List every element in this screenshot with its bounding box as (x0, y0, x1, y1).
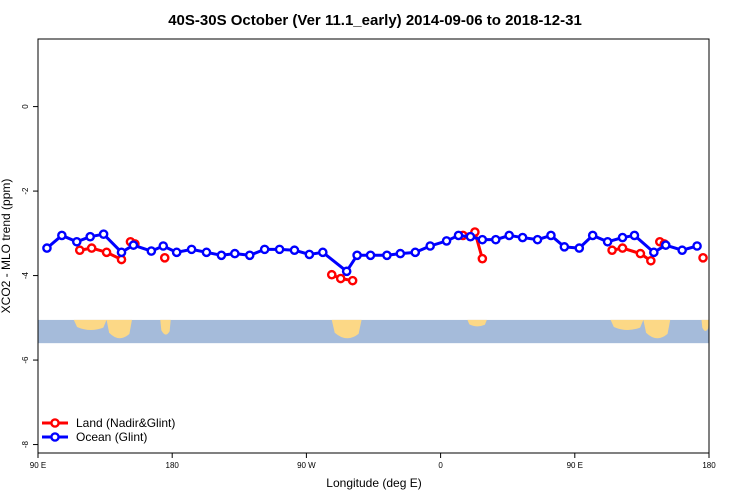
ocean-series-point (186, 244, 197, 255)
land-series-point (698, 253, 708, 263)
ocean-series-point (230, 248, 240, 259)
ocean-series-point (425, 241, 435, 251)
land-series-point (635, 248, 646, 259)
ocean-series-point (587, 230, 598, 241)
map-landmass (73, 319, 107, 331)
ocean-series-point (318, 247, 328, 258)
map-strip (38, 319, 709, 344)
land-series-point (617, 243, 628, 253)
ocean-series-point (128, 240, 139, 250)
y-tick-label: -4 (21, 271, 30, 279)
ocean-series-point (660, 240, 671, 250)
ocean-series-point (98, 229, 109, 239)
ocean-series-point (382, 250, 392, 261)
ocean-series-point (244, 250, 255, 261)
map-landmass (701, 319, 709, 331)
land-series-line (611, 246, 652, 263)
ocean-series-point (677, 245, 687, 256)
x-tick-label: 0 (438, 461, 443, 470)
ocean-series-point (201, 247, 212, 258)
land-series-line (79, 246, 123, 261)
legend-entry-label: Land (Nadir&Glint) (76, 416, 175, 430)
ocean-series-point (602, 236, 613, 247)
legend-swatch-marker (50, 432, 60, 442)
ocean-series-point (410, 247, 421, 258)
ocean-series-point (649, 247, 659, 258)
ocean-series-point (532, 234, 543, 245)
ocean-series-point (259, 244, 270, 255)
map-ocean (38, 319, 709, 344)
ocean-series-point (341, 266, 352, 277)
ocean-series-point (274, 244, 285, 255)
ocean-series-point (146, 246, 157, 256)
ocean-series-point (441, 236, 452, 246)
ocean-series-point (490, 234, 501, 245)
ocean-series-point (574, 243, 585, 253)
land-series-point (607, 245, 617, 256)
land-series-point (326, 269, 337, 280)
legend: Land (Nadir&Glint)Ocean (Glint) (42, 416, 175, 444)
legend-swatch-marker (50, 418, 60, 428)
ocean-series-point (158, 241, 169, 251)
map-landmass (106, 319, 132, 339)
land-series-point (646, 255, 656, 266)
ocean-series-point (504, 230, 514, 241)
legend-entry-label: Ocean (Glint) (76, 430, 147, 444)
ocean-series-point (304, 249, 315, 260)
ocean-series-point (617, 232, 628, 243)
map-landmass (610, 319, 644, 331)
ocean-series-point (365, 250, 376, 261)
ocean-series-point (477, 234, 488, 245)
ocean-series-point (453, 230, 464, 241)
y-tick-label: 0 (21, 104, 30, 109)
ocean-series-point (629, 230, 640, 241)
land-series-point (86, 243, 97, 253)
ocean-series-point (395, 248, 406, 259)
x-tick-label: 90 W (297, 461, 316, 470)
ocean-series-point (289, 245, 300, 256)
land-series-point (74, 245, 85, 256)
ocean-series-point (352, 250, 362, 261)
ocean-series-point (71, 236, 82, 247)
x-tick-label: 90 E (567, 461, 583, 470)
series-layer (42, 227, 708, 286)
y-tick-label: -6 (21, 356, 30, 364)
ocean-series-point (692, 241, 702, 251)
ocean-series-point (171, 247, 182, 258)
land-series-point (477, 253, 488, 264)
ocean-series-point (85, 231, 95, 242)
x-tick-label: 180 (166, 461, 180, 470)
x-axis-label: Longitude (deg E) (326, 476, 421, 490)
ocean-series-point (517, 232, 528, 243)
land-series-point (335, 273, 346, 284)
map-landmass (331, 319, 362, 339)
plot-frame (37, 38, 710, 454)
chart-title: 40S-30S October (Ver 11.1_early) 2014-09… (168, 12, 582, 29)
y-axis: 0 -2 -4 -6 -8 (21, 104, 38, 448)
ocean-series-point (216, 250, 227, 261)
ocean-series-point (57, 230, 67, 241)
map-landmass (160, 319, 171, 335)
ocean-series-point (42, 243, 52, 253)
y-tick-label: -8 (21, 440, 30, 448)
x-tick-label: 180 (702, 461, 716, 470)
land-series-point (347, 275, 358, 286)
ocean-series-point (546, 230, 556, 241)
x-tick-label: 90 E (30, 461, 46, 470)
ocean-series-point (465, 231, 476, 242)
x-axis: 90 E 180 90 W 0 90 E 180 (30, 453, 716, 470)
map-landmass (467, 319, 487, 327)
land-series-point (159, 253, 170, 263)
y-axis-label: XCO2 - MLO trend (ppm) (0, 179, 13, 314)
y-tick-label: -2 (21, 187, 30, 195)
ocean-series-point (559, 242, 570, 252)
ocean-series-point (116, 247, 127, 258)
map-landmass (643, 319, 671, 339)
land-series-point (101, 247, 112, 258)
ocean-series-line (45, 232, 698, 273)
